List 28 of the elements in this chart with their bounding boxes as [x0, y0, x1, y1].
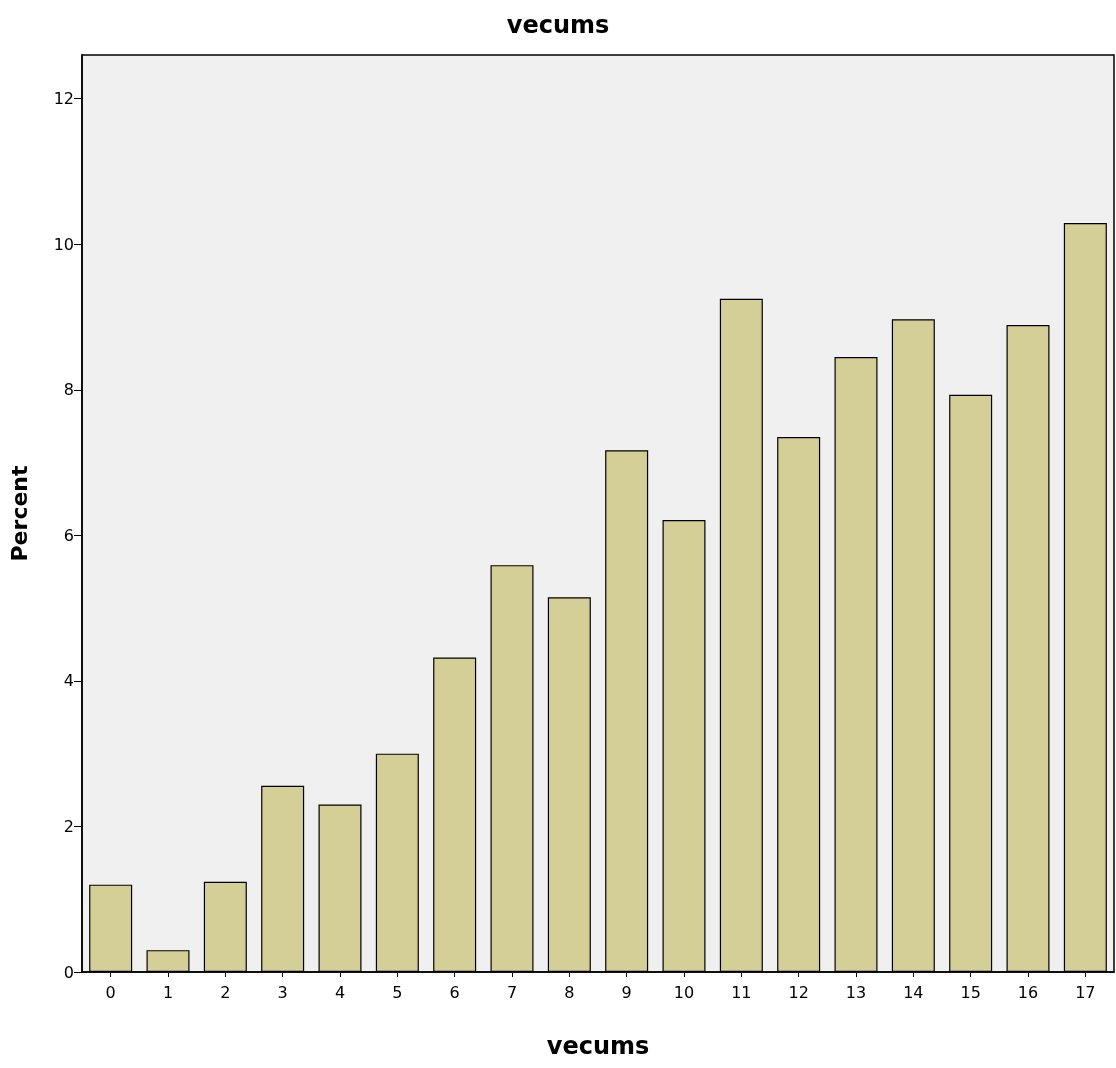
chart-title: vecums — [506, 11, 610, 39]
y-tick-label: 8 — [63, 380, 74, 400]
x-tick-label: 14 — [903, 982, 924, 1002]
y-tick-label: 4 — [63, 671, 74, 691]
y-tick-label: 2 — [63, 816, 74, 836]
x-tick-label: 0 — [105, 982, 116, 1002]
x-tick-label: 5 — [392, 982, 403, 1002]
x-tick-label: 4 — [334, 982, 346, 1002]
x-tick-label: 15 — [960, 982, 981, 1002]
x-tick-label: 12 — [788, 982, 809, 1002]
x-tick-label: 17 — [1075, 982, 1096, 1002]
x-tick-label: 6 — [449, 982, 460, 1002]
y-axis-title: Percent — [6, 465, 32, 562]
x-tick-label: 16 — [1017, 982, 1039, 1002]
x-tick-label: 11 — [731, 982, 752, 1002]
x-tick-label: 10 — [673, 982, 695, 1002]
y-tick-label: 6 — [63, 525, 74, 545]
x-tick-label: 8 — [564, 982, 575, 1002]
x-tick-label: 1 — [162, 982, 174, 1002]
x-tick-label: 3 — [277, 982, 288, 1002]
x-tick-label: 7 — [506, 982, 518, 1002]
y-tick-label: 10 — [53, 234, 74, 254]
x-tick-label: 13 — [845, 982, 867, 1002]
x-tick-label: 9 — [621, 982, 632, 1002]
x-tick-label: 2 — [220, 982, 231, 1002]
y-tick-label: 0 — [63, 962, 74, 982]
x-axis-title: vecums — [546, 1032, 650, 1060]
y-tick-label: 12 — [53, 89, 74, 109]
